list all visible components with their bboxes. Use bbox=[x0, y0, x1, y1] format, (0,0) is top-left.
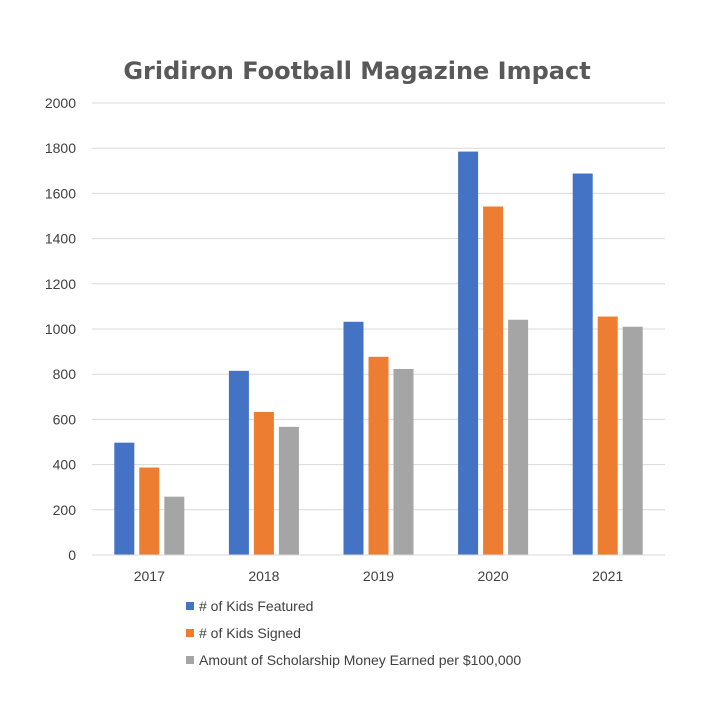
x-tick-label: 2021 bbox=[592, 568, 623, 584]
y-tick-label: 800 bbox=[53, 366, 77, 382]
bar bbox=[164, 496, 185, 555]
bars bbox=[114, 151, 643, 555]
bar bbox=[597, 316, 618, 555]
x-tick-label: 2019 bbox=[363, 568, 394, 584]
y-tick-label: 2000 bbox=[45, 95, 76, 111]
bar bbox=[483, 206, 504, 555]
y-tick-label: 1600 bbox=[45, 185, 76, 201]
y-tick-label: 600 bbox=[53, 411, 77, 427]
legend: # of Kids Featured # of Kids Signed Amount… bbox=[186, 598, 521, 668]
bar bbox=[278, 426, 299, 555]
bar bbox=[508, 319, 529, 555]
legend-label: Amount of Scholarship Money Earned per $… bbox=[199, 652, 521, 668]
bar bbox=[572, 173, 593, 555]
bar bbox=[343, 321, 364, 555]
legend-label: # of Kids Featured bbox=[199, 598, 313, 614]
chart-title: Gridiron Football Magazine Impact bbox=[123, 57, 590, 85]
bar bbox=[253, 411, 274, 555]
gridlines bbox=[92, 102, 665, 511]
x-tick-label: 2020 bbox=[478, 568, 509, 584]
x-tick-label: 2018 bbox=[248, 568, 279, 584]
axes: 0 200 400 600 800 1000 1200 1400 1600 1800 2000 201… bbox=[45, 95, 665, 584]
y-tick-label: 1200 bbox=[45, 276, 76, 292]
legend-swatch bbox=[186, 656, 194, 664]
bar bbox=[368, 356, 389, 555]
y-tick-label: 1400 bbox=[45, 231, 76, 247]
bar bbox=[114, 442, 135, 555]
y-tick-label: 0 bbox=[68, 547, 76, 563]
legend-swatch bbox=[186, 602, 194, 610]
legend-label: # of Kids Signed bbox=[199, 625, 301, 641]
y-tick-label: 200 bbox=[53, 502, 77, 518]
bar bbox=[622, 326, 643, 555]
x-tick-label: 2017 bbox=[134, 568, 165, 584]
y-tick-label: 400 bbox=[53, 457, 77, 473]
y-tick-label: 1000 bbox=[45, 321, 76, 337]
bar bbox=[228, 370, 249, 555]
y-tick-label: 1800 bbox=[45, 140, 76, 156]
bar bbox=[458, 151, 479, 555]
bar bbox=[139, 467, 160, 555]
bar bbox=[393, 369, 414, 555]
legend-swatch bbox=[186, 629, 194, 637]
